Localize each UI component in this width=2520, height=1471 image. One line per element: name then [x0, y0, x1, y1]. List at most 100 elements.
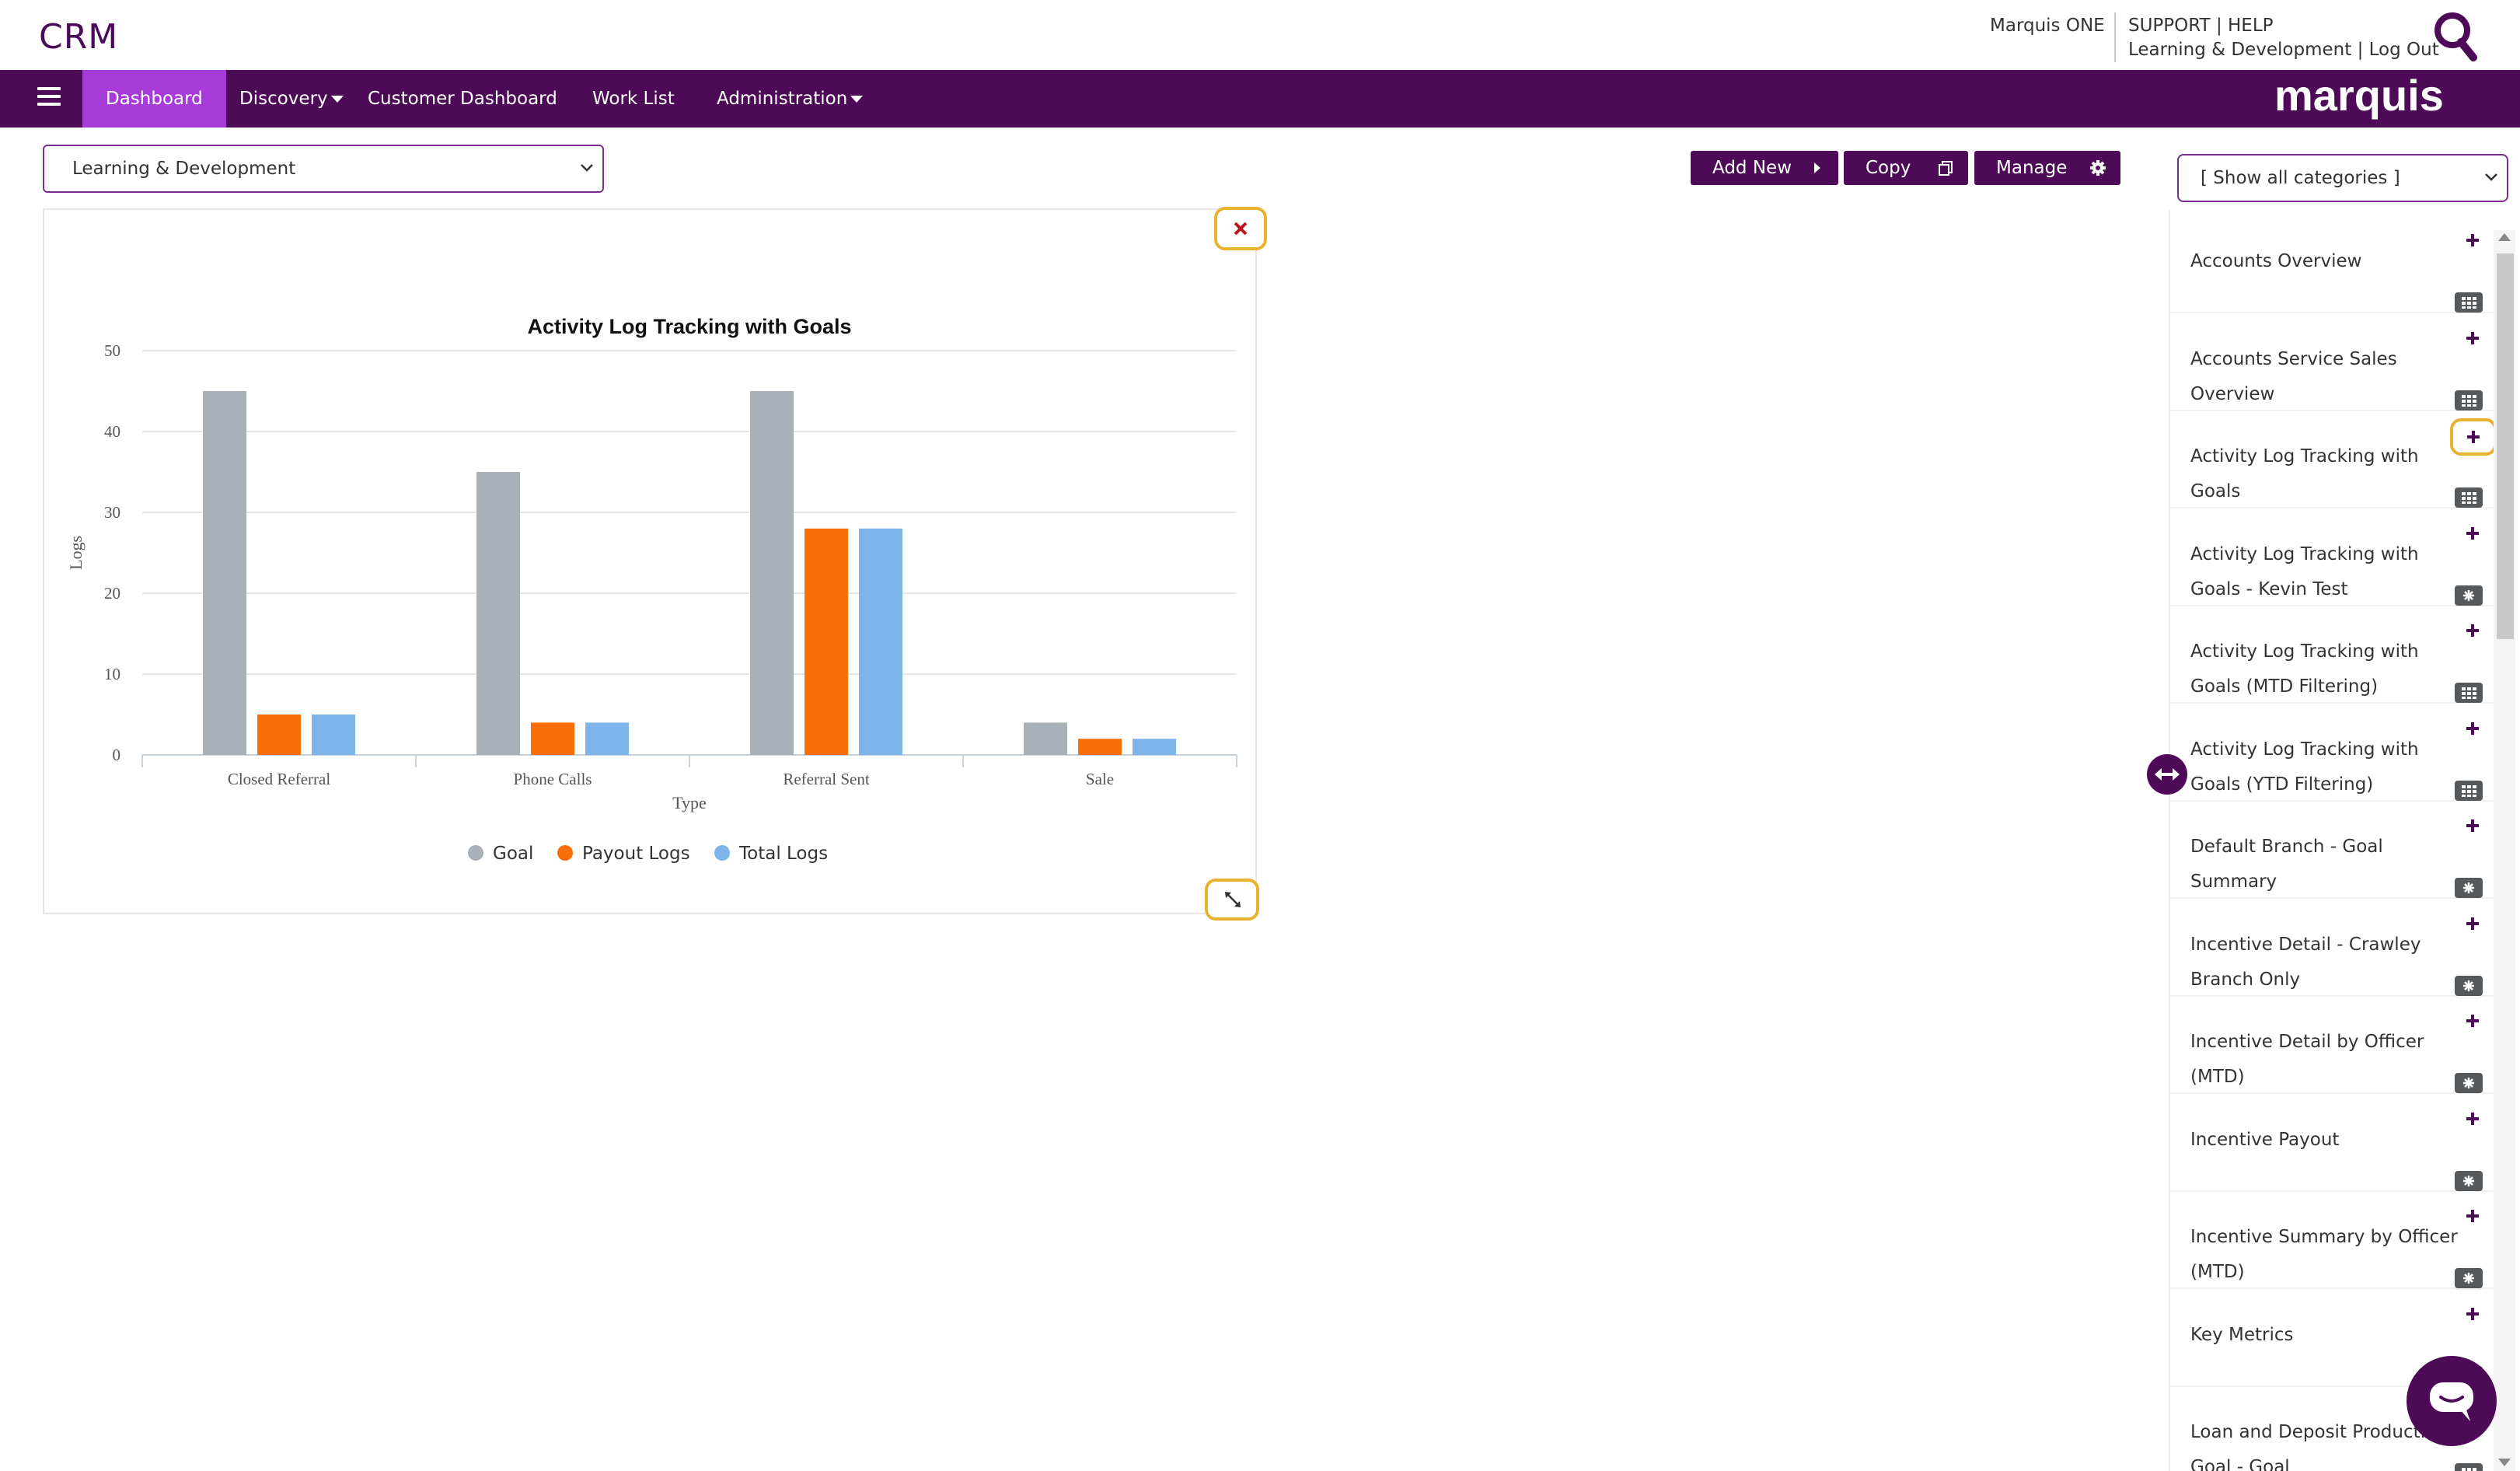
link-separator: |	[2215, 16, 2222, 36]
legend-label: Total Logs	[738, 844, 828, 864]
y-tick-label: 0	[113, 746, 121, 764]
widget-library-item[interactable]: Activity Log Tracking with Goals - Kevin…	[2170, 509, 2494, 606]
chart-icon[interactable]	[2455, 1268, 2483, 1288]
logo-text: marquis	[2274, 75, 2444, 120]
widget-library-item-label: Accounts Overview	[2190, 251, 2362, 271]
plus-icon[interactable]	[2464, 622, 2481, 639]
plus-icon	[2467, 431, 2480, 443]
legend-label: Payout Logs	[582, 844, 690, 864]
chart-icon[interactable]	[2455, 878, 2483, 898]
add-new-label: Add New	[1712, 158, 1792, 178]
widget-library-item[interactable]: Activity Log Tracking with Goals (MTD Fi…	[2170, 606, 2494, 704]
nav-work-list[interactable]: Work List	[592, 70, 675, 128]
nav-label: Customer Dashboard	[368, 89, 557, 109]
gear-icon	[2090, 160, 2106, 176]
main-nav: Dashboard Discovery Customer Dashboard W…	[0, 70, 2520, 128]
scroll-up-arrow[interactable]	[2498, 233, 2511, 241]
widget-library-item-label: Incentive Summary by Officer (MTD)	[2190, 1227, 2458, 1282]
copy-button[interactable]: Copy	[1844, 151, 1968, 185]
widget-library-item[interactable]: Incentive Summary by Officer (MTD)	[2170, 1192, 2494, 1289]
plus-icon[interactable]	[2464, 1012, 2481, 1029]
dashboard-select[interactable]: Learning & Development	[43, 145, 604, 193]
plus-icon[interactable]	[2464, 330, 2481, 347]
widget-close-button[interactable]	[1214, 207, 1267, 250]
widget-library-item-label: Activity Log Tracking with Goals	[2190, 446, 2419, 501]
plus-icon[interactable]	[2464, 817, 2481, 834]
widget-library-item[interactable]: Activity Log Tracking with Goals	[2170, 411, 2494, 508]
widget-library-item[interactable]: Activity Log Tracking with Goals (YTD Fi…	[2170, 704, 2494, 802]
scroll-down-arrow[interactable]	[2498, 1459, 2511, 1466]
legend-marker	[557, 845, 573, 861]
scrollbar-thumb[interactable]	[2497, 253, 2514, 639]
bar	[1133, 739, 1176, 755]
widget-resize-button[interactable]	[1205, 879, 1259, 921]
caret-down-icon	[850, 96, 864, 103]
widget-library-item-label: Loan and Deposit Production Goal - Goal	[2190, 1422, 2448, 1471]
chat-icon	[2430, 1382, 2473, 1421]
dashboard-select-value: Learning & Development	[72, 159, 296, 179]
plus-icon[interactable]	[2464, 720, 2481, 737]
nav-discovery[interactable]: Discovery	[239, 70, 344, 128]
caret-down-icon	[330, 96, 344, 103]
marquis-logo: marquis	[2274, 75, 2444, 120]
bar	[1078, 739, 1122, 755]
widget-library-item[interactable]: Loan and Deposit Production Goal - Goal	[2170, 1387, 2494, 1471]
plus-icon[interactable]	[2464, 1110, 2481, 1127]
chart-icon[interactable]	[2455, 585, 2483, 606]
widget-library-item[interactable]: Incentive Detail by Officer (MTD)	[2170, 997, 2494, 1094]
widget-library-item-label: Incentive Detail - Crawley Branch Only	[2190, 934, 2421, 990]
widget-library-item[interactable]: Default Branch - Goal Summary	[2170, 802, 2494, 899]
bar	[859, 528, 902, 755]
plus-icon[interactable]	[2464, 1207, 2481, 1225]
plus-icon[interactable]	[2464, 915, 2481, 932]
logout-link[interactable]: Log Out	[2368, 40, 2439, 60]
search-icon[interactable]	[2431, 11, 2478, 62]
y-tick-label: 20	[104, 584, 120, 603]
chart-icon[interactable]	[2455, 1170, 2483, 1191]
x-tick-label: Referral Sent	[783, 770, 870, 788]
help-link[interactable]: HELP	[2228, 16, 2274, 36]
bar	[585, 722, 629, 755]
chart-icon[interactable]	[2455, 975, 2483, 996]
widget-library-item-label: Activity Log Tracking with Goals (YTD Fi…	[2190, 739, 2419, 795]
link-separator: |	[2357, 40, 2364, 60]
y-axis-label: Logs	[66, 536, 86, 570]
plus-icon[interactable]	[2464, 525, 2481, 542]
panel-resize-handle[interactable]	[2147, 754, 2187, 795]
nav-label: Work List	[592, 89, 675, 109]
widget-library-item[interactable]: Incentive Payout	[2170, 1095, 2494, 1192]
chevron-down-icon	[581, 164, 593, 172]
table-icon[interactable]	[2455, 780, 2483, 801]
bar	[1024, 722, 1067, 755]
widget-library-item[interactable]: Incentive Detail - Crawley Branch Only	[2170, 900, 2494, 997]
top-header: CRM Marquis ONE SUPPORT | HELP Learning …	[0, 0, 2520, 70]
add-new-button[interactable]: Add New	[1691, 151, 1838, 185]
plus-icon[interactable]	[2464, 232, 2481, 249]
manage-button[interactable]: Manage	[1974, 151, 2120, 185]
activity-log-chart: Activity Log Tracking with Goals 0 10 20 30 4…	[66, 315, 1237, 864]
table-icon[interactable]	[2455, 390, 2483, 411]
widget-library-item[interactable]: Accounts Service Sales Overview	[2170, 314, 2494, 411]
table-icon[interactable]	[2455, 292, 2483, 313]
nav-label: Administration	[717, 89, 848, 109]
nav-label: Dashboard	[106, 89, 203, 109]
table-icon[interactable]	[2455, 487, 2483, 508]
table-icon[interactable]	[2455, 1463, 2483, 1471]
widget-library-item[interactable]: Accounts Overview	[2170, 216, 2494, 313]
support-link[interactable]: SUPPORT	[2128, 16, 2211, 36]
app-title: CRM	[39, 17, 119, 57]
nav-administration[interactable]: Administration	[717, 70, 864, 128]
category-select[interactable]: [ Show all categories ]	[2177, 154, 2508, 202]
bar	[750, 391, 794, 755]
table-icon[interactable]	[2455, 683, 2483, 703]
department-link[interactable]: Learning & Development	[2128, 40, 2352, 60]
bar	[531, 722, 574, 755]
chart-icon[interactable]	[2455, 1073, 2483, 1093]
chat-button[interactable]	[2407, 1356, 2497, 1446]
add-widget-highlight[interactable]	[2450, 418, 2497, 456]
plus-icon[interactable]	[2464, 1305, 2481, 1323]
x-tick-label: Phone Calls	[514, 770, 592, 788]
nav-dashboard[interactable]: Dashboard	[82, 70, 226, 128]
menu-icon[interactable]	[37, 87, 61, 110]
nav-customer-dashboard[interactable]: Customer Dashboard	[368, 70, 557, 128]
